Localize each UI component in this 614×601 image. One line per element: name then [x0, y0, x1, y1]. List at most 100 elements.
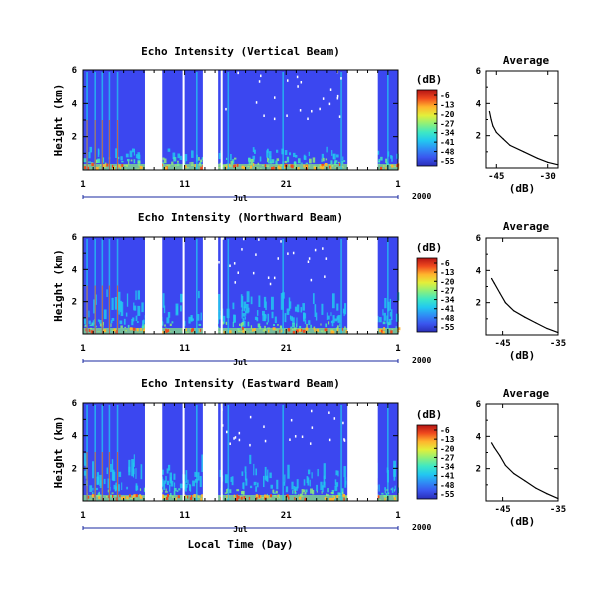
profile-point: [509, 144, 511, 146]
heatmap-background: [83, 70, 398, 170]
x-tick-label: 1: [395, 511, 400, 521]
profile-x-tick-label: -45: [494, 339, 510, 349]
month-label: Jul: [233, 194, 248, 203]
y-axis-label: Height (km): [52, 416, 65, 489]
colorbar-tick-label: -55: [440, 490, 455, 499]
profile-y-tick-label: 4: [476, 266, 482, 276]
profile-point: [488, 110, 491, 113]
colorbar-tick-label: -41: [440, 138, 455, 147]
colorbar-tick-label: -27: [440, 286, 455, 295]
x-tick-label: 1: [80, 511, 85, 521]
colorbar: (dB) -6-13-20-27-34-41-48-55: [416, 241, 455, 333]
profile-y-tick-label: 6: [476, 67, 481, 77]
profile-point: [499, 292, 501, 294]
profile-point: [523, 151, 525, 153]
colorbar-tick-label: -20: [440, 444, 455, 453]
colorbar-tick-label: -27: [440, 119, 455, 128]
x-tick-label: 1: [80, 180, 85, 190]
profile-y-tick-label: 6: [476, 400, 481, 410]
profile-point: [493, 282, 495, 284]
profile-point: [490, 118, 492, 121]
colorbar-tick-label: -13: [440, 100, 455, 109]
profile-point: [524, 316, 526, 318]
profile-point: [536, 157, 539, 159]
colorbar-tick-label: -48: [440, 148, 455, 157]
average-profile-2: Average 2 4 6 -45 -35 (dB): [476, 220, 567, 362]
x-tick-label: 11: [179, 180, 190, 190]
y-tick-label: 2: [72, 464, 77, 474]
y-tick-label: 6: [72, 399, 77, 409]
profile-point: [546, 327, 548, 330]
profile-frame: [485, 403, 559, 502]
x-tick-label: 1: [395, 344, 400, 354]
profile-x-tick-label: -35: [550, 339, 566, 349]
month-label: Jul: [233, 358, 248, 367]
profile-point: [504, 302, 506, 304]
x-tick-label: 11: [179, 511, 190, 521]
profile-point: [504, 464, 506, 467]
y-tick-label: 4: [72, 432, 78, 442]
colorbar-tick-label: -6: [440, 426, 450, 435]
profile-frame: [485, 70, 559, 169]
x-tick-label: 11: [179, 344, 190, 354]
panel-title: Echo Intensity (Northward Beam): [138, 211, 343, 224]
colorbar-tick-label: -48: [440, 481, 455, 490]
x-tick-label: 21: [281, 180, 292, 190]
colorbar-tick-label: -6: [440, 91, 450, 100]
profile-title: Average: [503, 54, 550, 67]
data-gaps: [144, 403, 378, 501]
colorbar-unit-label: (dB): [416, 241, 443, 254]
month-label: Jul: [233, 525, 248, 534]
x-axis-ticks: [82, 237, 399, 334]
profile-point: [513, 472, 515, 475]
profile-x-tick-label: -35: [550, 505, 566, 515]
average-profile-1: Average 2 4 6 -45 -30 (dB): [476, 54, 559, 195]
x-tick-label: 21: [281, 511, 292, 521]
profile-point: [492, 125, 494, 127]
colorbar-unit-label: (dB): [416, 408, 443, 421]
profile-x-axis-label: (dB): [509, 515, 536, 528]
x-tick-label: 21: [281, 344, 292, 354]
year-label: 2000: [412, 523, 431, 532]
profile-line: [488, 111, 559, 166]
colorbar-tick-label: -20: [440, 277, 455, 286]
colorbar-gradient: [416, 424, 438, 500]
profile-y-tick-label: 2: [476, 299, 481, 309]
average-profile-panels: Average 2 4 6 -45 -30 (dB) Average 2 4 6 -45 -35 (dB)…: [476, 54, 567, 528]
year-label: 2000: [412, 192, 431, 201]
heatmap-panel-2: Echo Intensity (Northward Beam)1 11 21 1Jul…: [52, 211, 455, 367]
colorbar-gradient: [416, 89, 438, 167]
profile-point: [546, 493, 548, 495]
y-tick-label: 4: [72, 265, 78, 275]
average-profile-3: Average 2 4 6 -45 -35 (dB): [476, 387, 567, 528]
colorbar-tick-label: -41: [440, 305, 455, 314]
profile-point: [535, 487, 537, 489]
profile-y-tick-label: 4: [476, 99, 482, 109]
x-axis-ticks: [82, 403, 399, 501]
profile-point: [557, 497, 559, 500]
profile-point: [493, 447, 495, 449]
colorbar-tick-label: -55: [440, 157, 455, 166]
profile-title: Average: [503, 220, 550, 233]
profile-point: [490, 277, 493, 280]
profile-point: [557, 331, 559, 334]
y-tick-label: 2: [72, 133, 77, 143]
colorbar-tick-label: -34: [440, 463, 455, 472]
y-tick-label: 6: [72, 66, 77, 76]
heatmap-background: [83, 237, 398, 334]
x-tick-label: 1: [80, 344, 85, 354]
x-axis-ticks: [82, 70, 399, 170]
profile-point: [524, 480, 526, 482]
y-tick-label: 4: [72, 99, 78, 109]
colorbar: (dB) -6-13-20-27-34-41-48-55: [416, 408, 455, 500]
data-gaps: [144, 70, 378, 170]
panel-title: Echo Intensity (Vertical Beam): [141, 45, 340, 58]
panel-title: Echo Intensity (Eastward Beam): [141, 377, 340, 390]
colorbar-tick-label: -13: [440, 268, 455, 277]
x-tick-label: 1: [395, 180, 400, 190]
profile-point: [502, 138, 504, 140]
colorbar: (dB) -6-13-20-27-34-41-48-55: [416, 73, 455, 167]
